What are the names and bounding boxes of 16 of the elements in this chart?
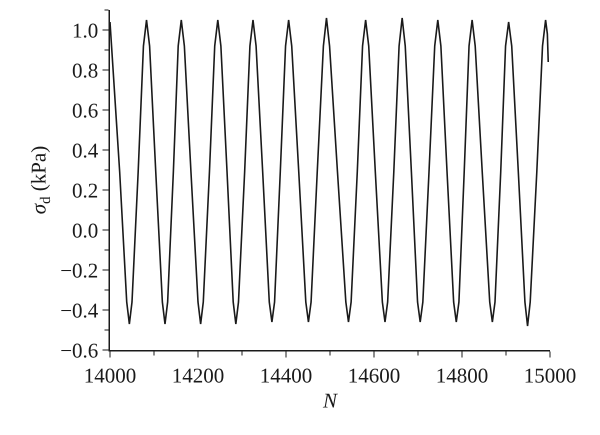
x-tick-label: 14800 [436,364,488,388]
y-tick-label: −0.2 [60,258,98,282]
x-tick-label: 14200 [172,364,224,388]
y-tick-label: 0.4 [72,138,99,162]
x-tick-label: 15000 [524,364,576,388]
x-tick-label: 14400 [260,364,312,388]
y-tick-label: 0.0 [72,218,98,242]
x-tick-label: 14600 [348,364,400,388]
y-tick-label: −0.6 [60,338,98,362]
y-tick-label: 0.2 [72,178,98,202]
y-tick-label: 0.8 [72,58,98,82]
x-axis-title: N [322,388,338,413]
y-tick-label: 1.0 [72,18,98,42]
x-tick-label: 14000 [84,364,136,388]
y-tick-label: −0.4 [60,298,99,322]
y-tick-label: 0.6 [72,98,98,122]
